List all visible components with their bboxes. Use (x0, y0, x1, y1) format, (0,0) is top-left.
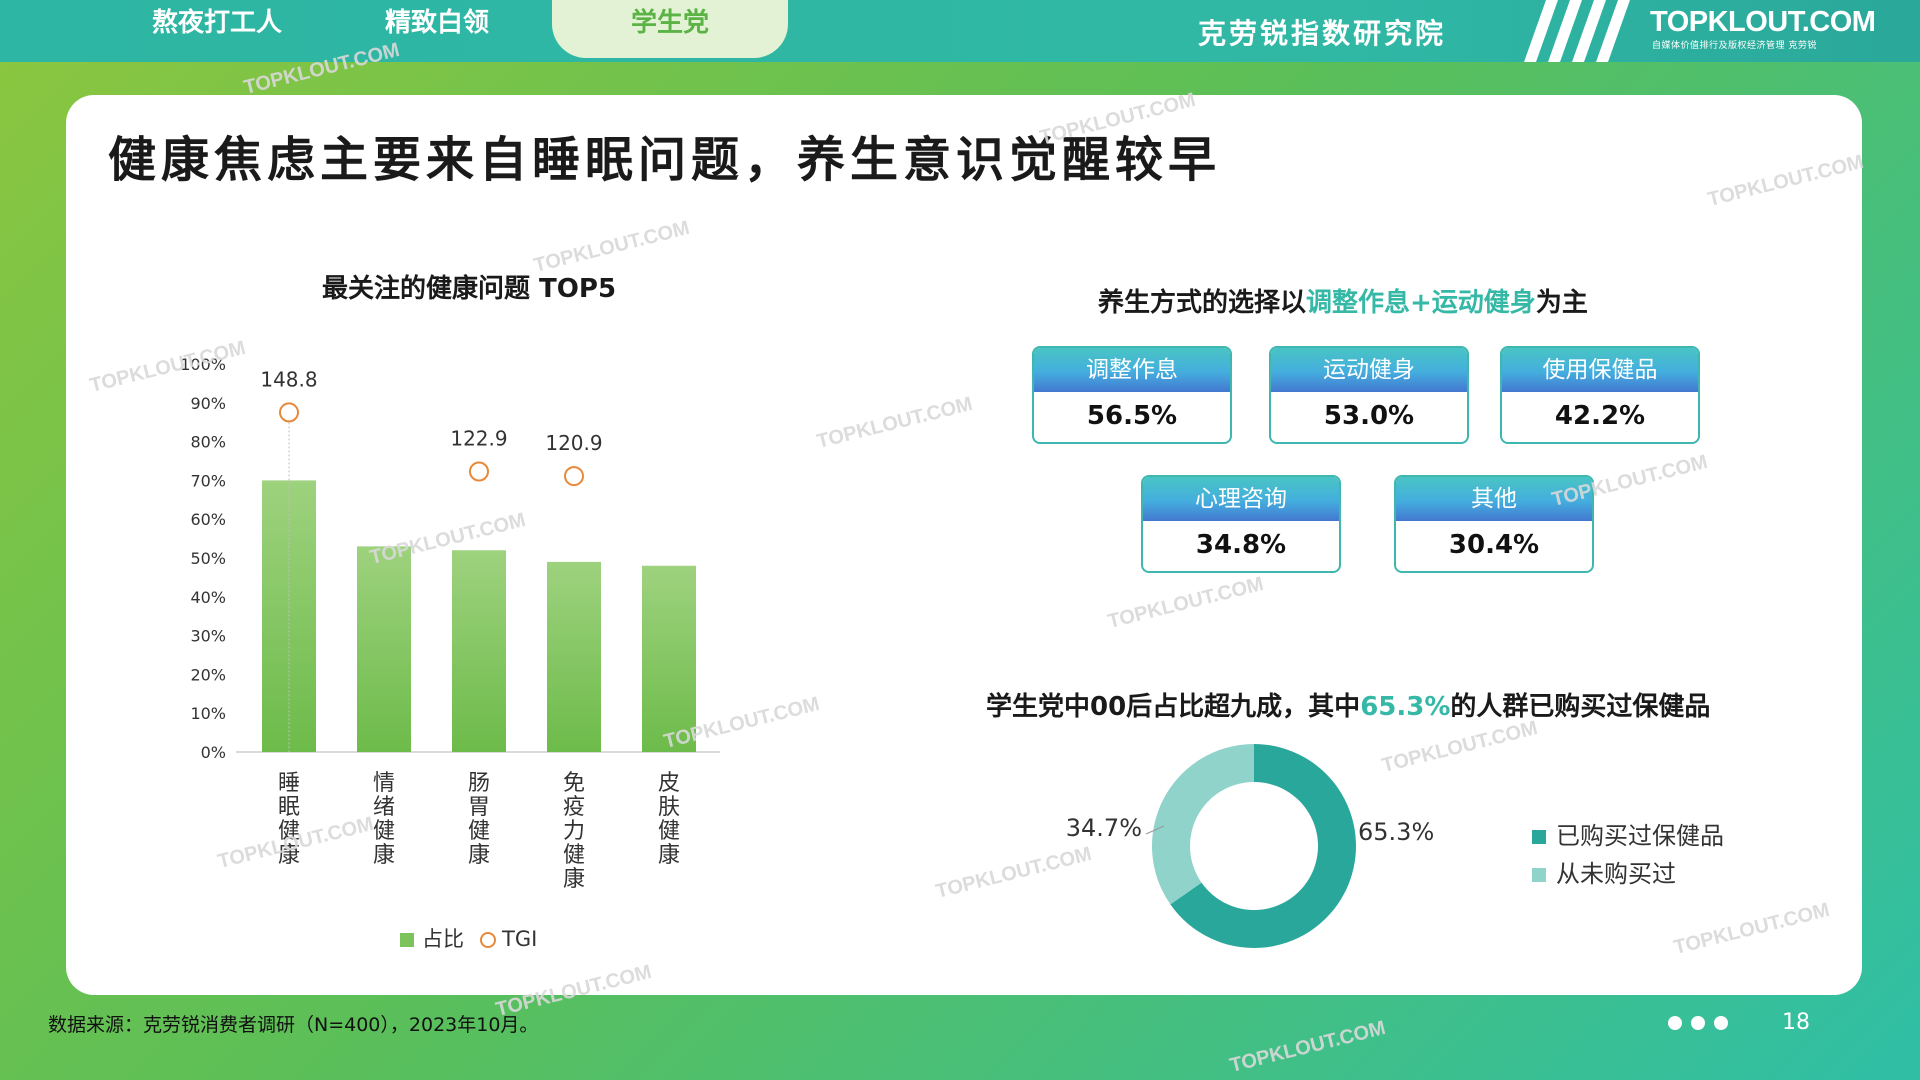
stat-box-other: 其他 30.4% (1394, 475, 1594, 573)
bar-2 (357, 546, 411, 752)
legend-label-bar: 占比 (422, 927, 464, 951)
donut-label-leader (1145, 825, 1165, 835)
donut-title-post: 的人群已购买过保健品 (1450, 692, 1711, 722)
y-tick-label: 90% (190, 394, 226, 413)
legend-swatch (1532, 830, 1546, 844)
x-tick-label-char: 康 (563, 867, 585, 892)
donut-slice-1 (1170, 744, 1356, 948)
stat-box-adjust-schedule: 调整作息 56.5% (1032, 346, 1232, 444)
y-tick-label: 20% (190, 665, 226, 684)
brand-logo-subtitle: 自媒体价值排行及版权经济管理 克劳锐 (1652, 41, 1817, 51)
data-source-note: 数据来源：克劳锐消费者调研（N=400），2023年10月。 (48, 1014, 539, 1036)
tgi-point-1 (279, 402, 299, 423)
x-tick-label-char: 睡 (278, 771, 300, 796)
tgi-data-label: 120.9 (545, 431, 602, 455)
stat-label: 其他 (1396, 477, 1592, 521)
legend-swatch (1532, 868, 1546, 882)
donut-label-never: 34.7% (1066, 814, 1142, 842)
stat-value: 30.4% (1448, 530, 1540, 560)
x-tick-label-char: 健 (278, 819, 300, 844)
tgi-point-3 (469, 461, 489, 482)
logo-stripes-icon (1524, 0, 1630, 62)
lifestyle-title-highlight: 调整作息+运动健身 (1306, 288, 1536, 318)
x-tick-label-char: 健 (563, 843, 585, 868)
stat-value: 53.0% (1323, 401, 1415, 431)
health-concerns-bar-chart: 0%10%20%30%40%50%60%70%80%90%100%睡眠健康148… (180, 355, 720, 951)
lifestyle-title-post: 为主 (1535, 288, 1588, 318)
bar-4 (547, 561, 601, 752)
donut-label-purchased: 65.3% (1358, 818, 1434, 846)
bar-3 (452, 550, 506, 752)
y-tick-label: 30% (190, 627, 226, 646)
stat-box-counseling: 心理咨询 34.8% (1141, 475, 1341, 573)
bar-chart-title: 最关注的健康问题 TOP5 (322, 274, 617, 304)
stat-value: 42.2% (1554, 401, 1646, 431)
tab-night-workers[interactable]: 熬夜打工人 (152, 8, 283, 38)
y-tick-label: 80% (190, 433, 226, 452)
x-tick-label-char: 健 (658, 819, 680, 844)
x-tick-label-char: 免 (563, 771, 585, 796)
y-tick-label: 0% (201, 743, 226, 762)
stat-label: 调整作息 (1034, 348, 1230, 392)
legend-label-tgi: TGI (501, 927, 537, 951)
x-tick-label-char: 疫 (563, 795, 585, 820)
tgi-data-label: 148.8 (260, 367, 317, 391)
donut-title-highlight: 65.3% (1360, 692, 1451, 722)
x-tick-label-char: 胃 (468, 795, 490, 820)
lifestyle-title-pre: 养生方式的选择以 (1098, 288, 1307, 318)
x-tick-label-char: 健 (373, 819, 395, 844)
stat-label: 运动健身 (1271, 348, 1467, 392)
legend-swatch-bar (400, 933, 414, 947)
page-title: 健康焦虑主要来自睡眠问题，养生意识觉醒较早 (108, 132, 1222, 188)
x-tick-label-char: 康 (658, 843, 680, 868)
x-tick-label-char: 眠 (278, 795, 300, 820)
watermark: TOPKLOUT.COM (1227, 1017, 1388, 1077)
institute-name: 克劳锐指数研究院 (1198, 17, 1447, 50)
legend-label: 从未购买过 (1556, 860, 1676, 888)
page-number: 18 (1782, 1010, 1810, 1035)
legend-label: 已购买过保健品 (1556, 822, 1724, 850)
donut-legend-never: 从未购买过 (1532, 854, 1676, 889)
pagination-dots (1668, 1015, 1737, 1034)
tab-students[interactable]: 学生党 (552, 0, 788, 58)
x-tick-label-char: 康 (373, 843, 395, 868)
stat-box-supplements: 使用保健品 42.2% (1500, 346, 1700, 444)
x-tick-label-char: 肤 (658, 795, 680, 820)
y-tick-label: 50% (190, 549, 226, 568)
y-tick-label: 40% (190, 588, 226, 607)
stat-label: 心理咨询 (1143, 477, 1339, 521)
legend-swatch-tgi (480, 932, 496, 948)
lifestyle-section-title: 养生方式的选择以调整作息+运动健身为主 (1098, 282, 1588, 319)
supplement-purchase-donut-chart: 65.3% 34.7% (1066, 744, 1434, 948)
donut-section-title: 学生党中00后占比超九成，其中65.3%的人群已购买过保健品 (986, 686, 1710, 723)
x-tick-label-char: 健 (468, 819, 490, 844)
stat-value: 34.8% (1195, 530, 1287, 560)
y-tick-label: 10% (190, 704, 226, 723)
donut-slice-2 (1152, 744, 1254, 905)
dot-icon (1691, 1016, 1705, 1030)
tab-white-collar[interactable]: 精致白领 (385, 8, 490, 38)
stat-box-exercise: 运动健身 53.0% (1269, 346, 1469, 444)
stat-value: 56.5% (1086, 401, 1178, 431)
x-tick-label-char: 肠 (468, 771, 490, 796)
y-tick-label: 60% (190, 510, 226, 529)
dot-icon (1714, 1016, 1728, 1030)
tgi-point-4 (564, 466, 584, 487)
donut-legend-purchased: 已购买过保健品 (1532, 816, 1724, 851)
y-tick-label: 100% (180, 355, 226, 374)
x-tick-label-char: 皮 (658, 771, 680, 796)
y-tick-label: 70% (190, 471, 226, 490)
x-tick-label-char: 绪 (373, 795, 395, 820)
brand-logo: TOPKLOUT.COM (1650, 6, 1876, 38)
x-tick-label-char: 力 (563, 819, 585, 844)
dot-icon (1668, 1016, 1682, 1030)
x-tick-label-char: 情 (373, 771, 395, 796)
bar-5 (642, 565, 696, 752)
stat-label: 使用保健品 (1502, 348, 1698, 392)
tgi-data-label: 122.9 (450, 426, 507, 450)
donut-title-pre: 学生党中00后占比超九成，其中 (986, 692, 1361, 722)
x-tick-label-char: 康 (468, 843, 490, 868)
x-tick-label-char: 康 (278, 843, 300, 868)
